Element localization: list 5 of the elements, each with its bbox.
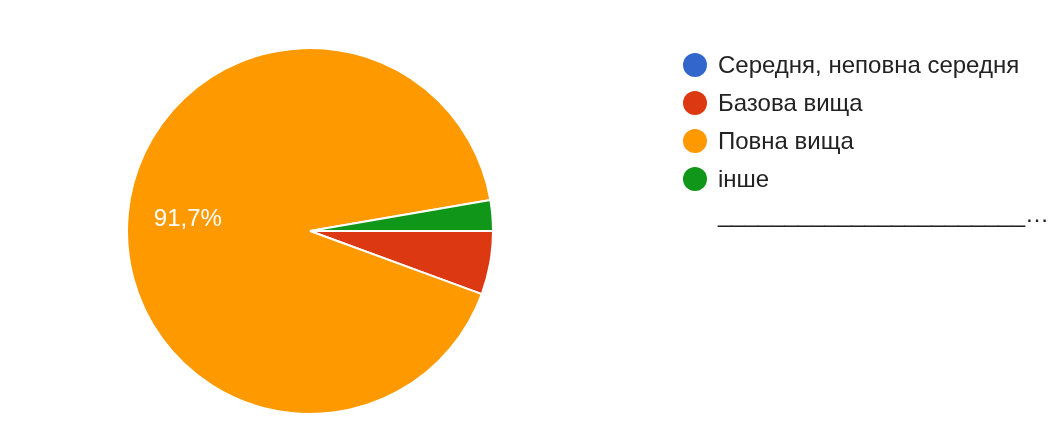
legend-label: Повна вища <box>718 126 855 156</box>
legend-label: інше _______________________… <box>718 164 1050 229</box>
data-label: 91,7% <box>153 204 222 232</box>
legend-label: Базова вища <box>718 88 864 118</box>
legend-label: Середня, неповна середня <box>718 50 1021 80</box>
